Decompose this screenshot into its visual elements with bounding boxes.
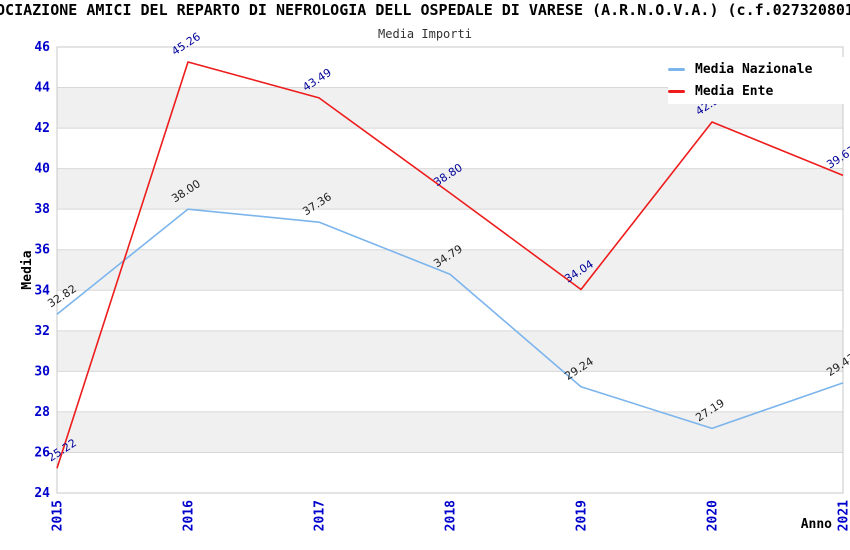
y-tick-label: 40 bbox=[34, 162, 50, 177]
chart-title-text: OCIAZIONE AMICI DEL REPARTO DI NEFROLOGI… bbox=[0, 1, 850, 19]
chart-title: OCIAZIONE AMICI DEL REPARTO DI NEFROLOGI… bbox=[0, 1, 850, 19]
y-tick-label: 32 bbox=[34, 324, 50, 339]
legend-item-media-ente[interactable]: Media Ente bbox=[668, 84, 848, 99]
y-tick-label: 30 bbox=[34, 364, 50, 379]
chart-subtitle: Media Importi bbox=[378, 27, 472, 41]
y-tick-label: 24 bbox=[34, 486, 50, 501]
y-tick-label: 46 bbox=[34, 40, 50, 55]
legend-swatch-media-nazionale bbox=[668, 68, 685, 71]
x-tick-label: 2015 bbox=[51, 500, 66, 531]
point-label-media-ente: 39.67 bbox=[824, 143, 850, 171]
x-tick-label: 2018 bbox=[444, 500, 459, 531]
series-line-media-nazionale[interactable] bbox=[56, 208, 844, 430]
legend-item-media-nazionale[interactable]: Media Nazionale bbox=[668, 62, 848, 77]
plot-band bbox=[57, 411, 843, 453]
x-axis-title: Anno bbox=[801, 517, 832, 532]
y-tick-label: 38 bbox=[34, 202, 50, 217]
x-tick-label: 2020 bbox=[706, 500, 721, 531]
plot-band bbox=[57, 168, 843, 210]
x-tick-label: 2016 bbox=[182, 500, 197, 531]
plot-band bbox=[57, 330, 843, 372]
x-tick-label: 2021 bbox=[837, 500, 850, 531]
x-tick-label: 2017 bbox=[313, 500, 328, 531]
plot-border bbox=[56, 46, 844, 494]
y-tick-label: 34 bbox=[34, 283, 50, 298]
plot-band bbox=[57, 249, 843, 291]
legend-label-media-ente: Media Ente bbox=[695, 84, 774, 99]
y-tick-label: 36 bbox=[34, 243, 50, 258]
legend-swatch-media-ente bbox=[668, 90, 685, 93]
y-tick-label: 26 bbox=[34, 445, 50, 460]
y-tick-label: 44 bbox=[34, 81, 50, 96]
series-line-media-ente[interactable] bbox=[56, 61, 844, 469]
y-tick-label: 42 bbox=[34, 121, 50, 136]
legend-label-media-nazionale: Media Nazionale bbox=[695, 62, 813, 77]
y-axis-title: Media bbox=[20, 250, 35, 289]
legend: Media Nazionale Media Ente bbox=[668, 57, 848, 104]
x-tick-label: 2019 bbox=[575, 500, 590, 531]
point-label-media-ente: 45.26 bbox=[169, 30, 202, 58]
y-tick-label: 28 bbox=[34, 405, 50, 420]
